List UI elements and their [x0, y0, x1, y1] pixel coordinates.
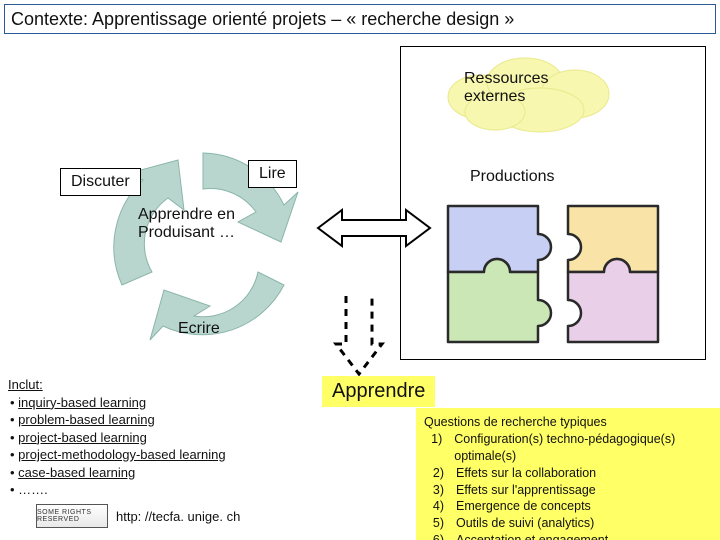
inclut-item-4: case-based learning [18, 465, 135, 480]
q-num-0: 1) [424, 431, 442, 465]
footer-url: http: //tecfa. unige. ch [116, 509, 240, 524]
inclut-block: Inclut: • inquiry-based learning • probl… [8, 376, 226, 499]
discuter-box: Discuter [60, 168, 141, 196]
inclut-item-0: inquiry-based learning [18, 395, 146, 410]
q-num-5: 6) [424, 532, 444, 540]
questions-block: Questions de recherche typiques 1) Config… [416, 408, 720, 540]
ressources-line2: externes [464, 88, 548, 106]
lire-box: Lire [248, 160, 297, 188]
q-num-3: 4) [424, 498, 444, 515]
inclut-item-2: project-based learning [18, 430, 147, 445]
title-text: Contexte: Apprentissage orienté projets … [11, 9, 514, 30]
ecrire-label: Ecrire [178, 320, 220, 338]
apprendre-box: Apprendre [322, 376, 435, 407]
q-num-2: 3) [424, 482, 444, 499]
footer-row: SOME RIGHTS RESERVED http: //tecfa. unig… [36, 504, 240, 528]
double-arrow-icon [318, 206, 430, 250]
ressources-externes: Ressources externes [464, 70, 548, 106]
center-line2: Produisant … [138, 224, 235, 242]
productions-box: Productions [460, 164, 565, 190]
apprendre-label: Apprendre [332, 380, 425, 402]
q-num-1: 2) [424, 465, 444, 482]
discuter-label: Discuter [71, 173, 130, 190]
productions-label: Productions [470, 168, 555, 185]
inclut-item-1: problem-based learning [18, 412, 155, 427]
inclut-item-3: project-methodology-based learning [18, 447, 225, 462]
questions-title: Questions de recherche typiques [424, 414, 716, 431]
inclut-item-5: ……. [18, 482, 48, 497]
dashed-down-arrow-icon [334, 296, 384, 378]
q-text-1: Effets sur la collaboration [456, 465, 596, 482]
q-num-4: 5) [424, 515, 444, 532]
inclut-label: Inclut: [8, 376, 226, 394]
q-text-0: Configuration(s) techno-pédagogique(s) o… [454, 431, 716, 465]
page-title: Contexte: Apprentissage orienté projets … [4, 4, 716, 34]
ressources-line1: Ressources [464, 70, 548, 88]
q-text-5: Acceptation et engagement [456, 532, 608, 540]
q-text-4: Outils de suivi (analytics) [456, 515, 594, 532]
q-text-3: Emergence de concepts [456, 498, 591, 515]
center-line1: Apprendre en [138, 206, 235, 224]
cc-badge-icon: SOME RIGHTS RESERVED [36, 504, 108, 528]
puzzle-icon [438, 192, 668, 352]
cc-badge-text: SOME RIGHTS RESERVED [37, 509, 107, 523]
cycle-center-label: Apprendre en Produisant … [138, 206, 235, 242]
q-text-2: Effets sur l'apprentissage [456, 482, 596, 499]
lire-label: Lire [259, 165, 286, 182]
